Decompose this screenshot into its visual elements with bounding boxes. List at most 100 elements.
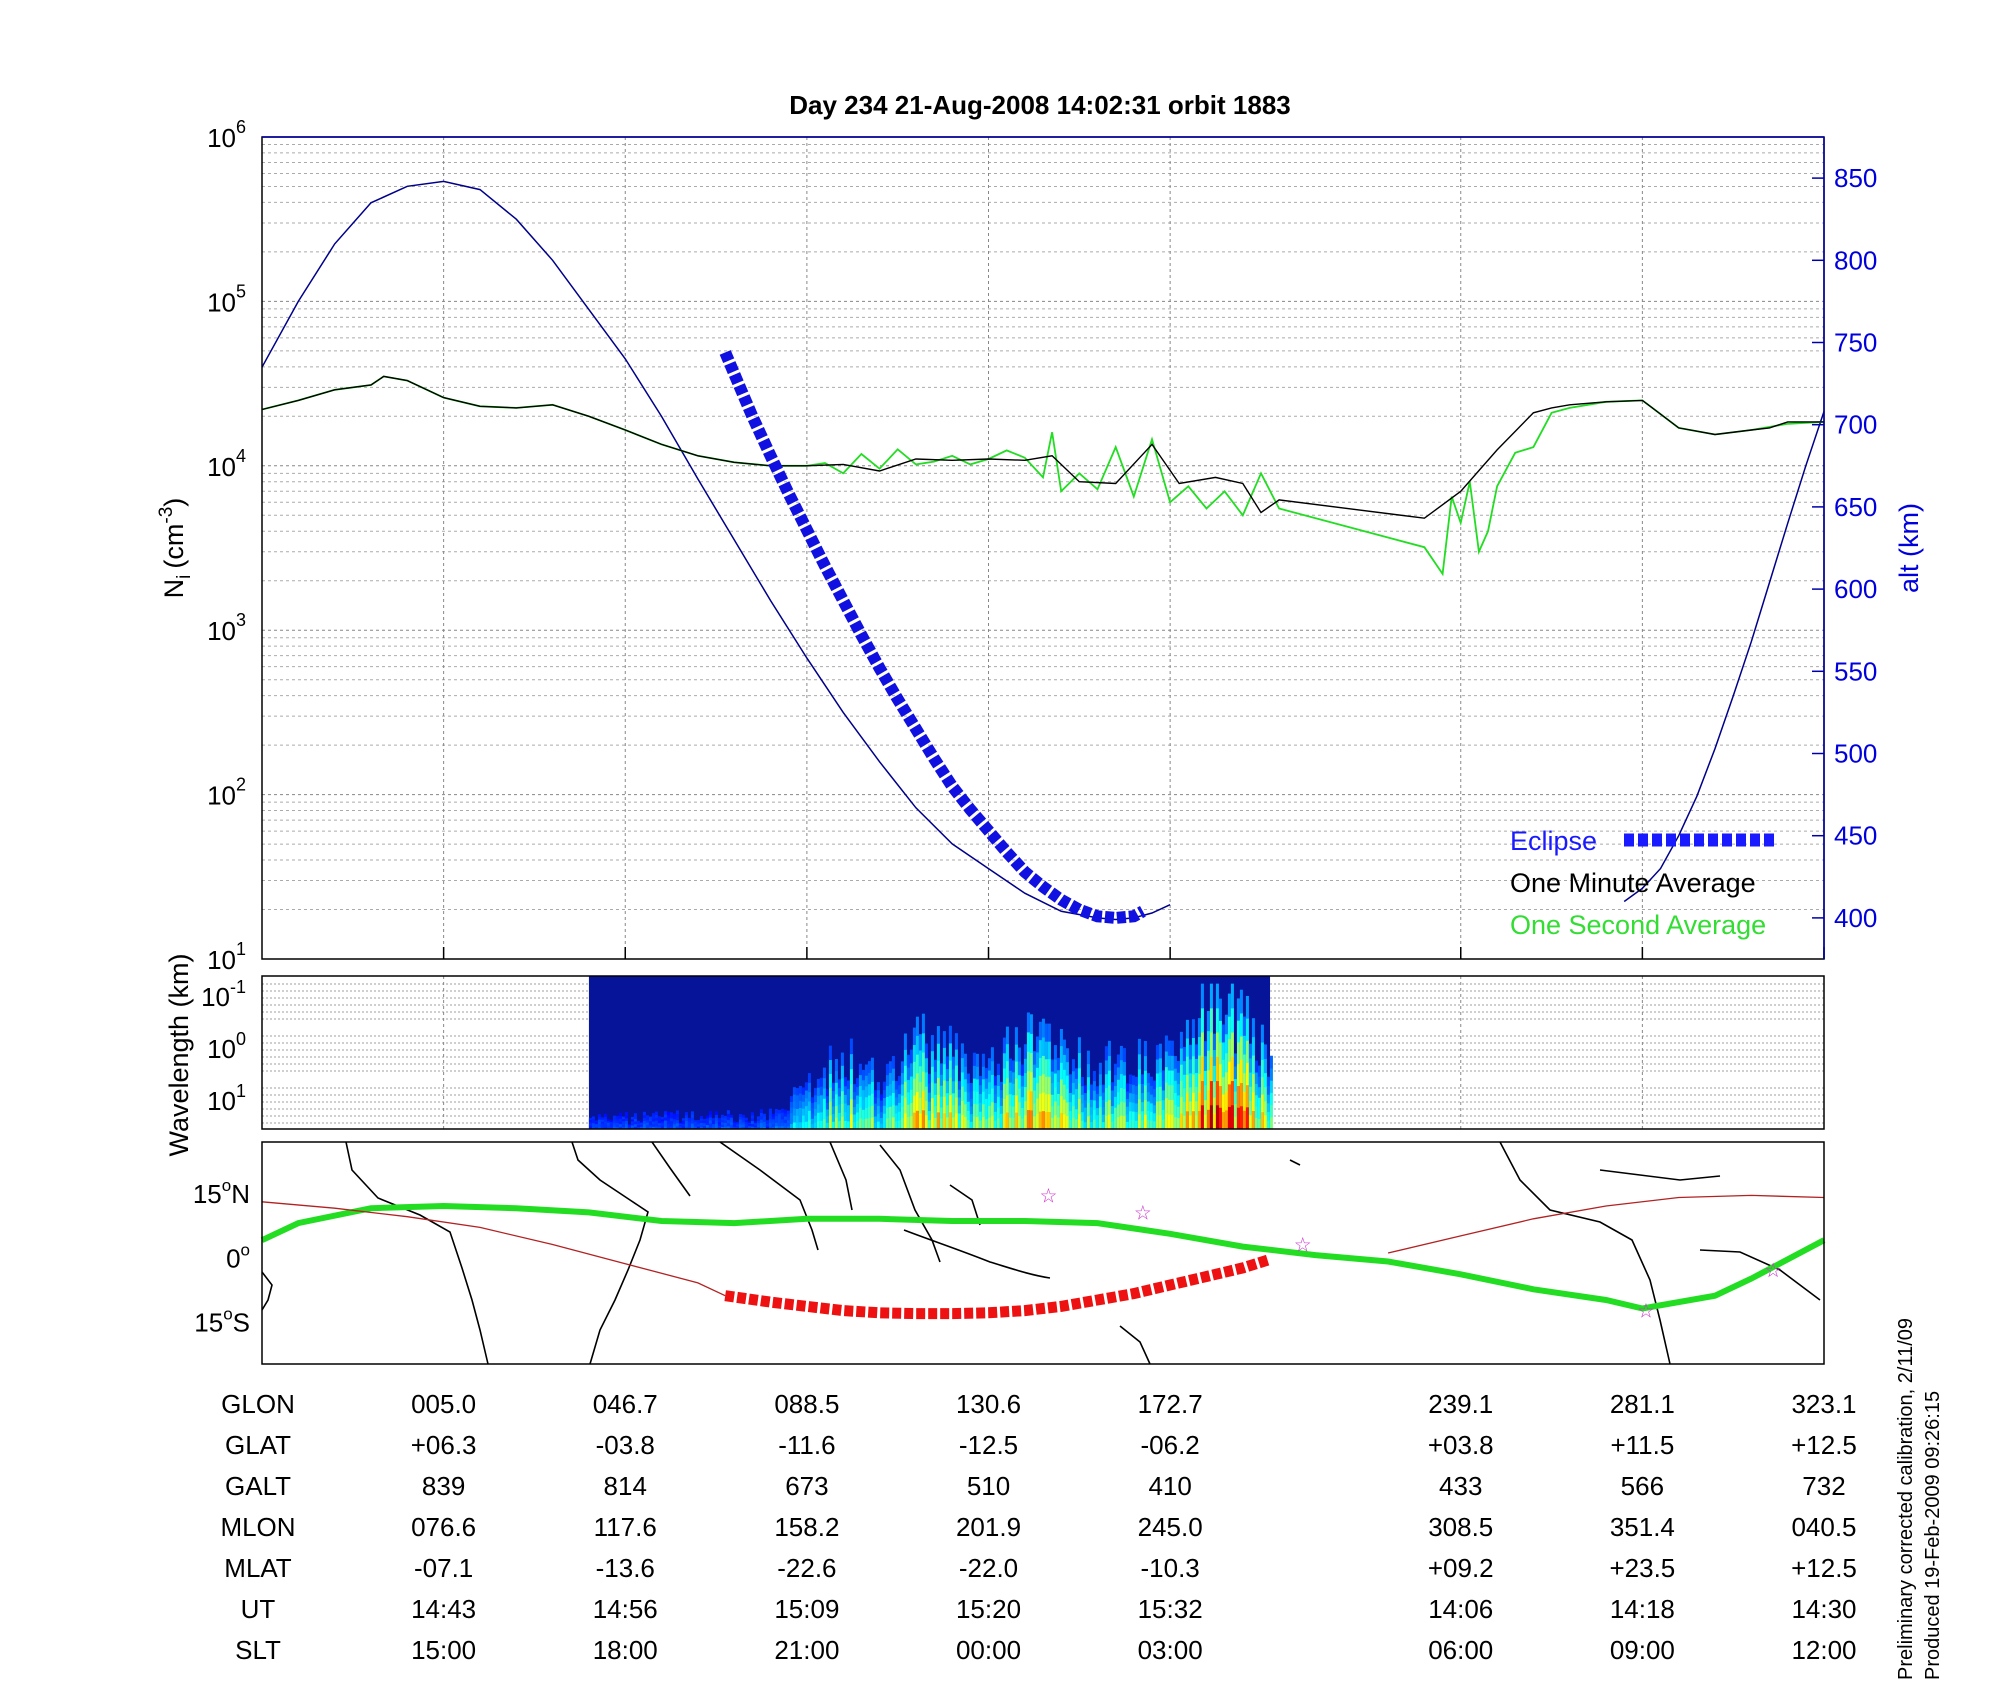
spectrogram-cell [984,1118,988,1130]
spectrogram-cell [1038,1093,1042,1112]
legend-second-label: One Second Average [1510,910,1766,940]
spectrogram-cell [1215,1032,1219,1057]
spectrogram-cell [837,1095,841,1105]
spectrogram-cell [1005,1077,1009,1096]
spectrogram-cell [888,1072,892,1085]
spectrogram-cell [633,1121,637,1125]
spectrogram-cell [1167,1040,1171,1056]
spectrogram-cell [801,1087,805,1095]
spectrogram-cell [642,1111,646,1116]
spectrogram-cell [825,1088,829,1097]
spectrogram-cell [1125,1083,1129,1092]
spectrogram-cell [696,1124,700,1127]
spectrogram-cell [1116,1054,1120,1068]
spectrogram-cell [930,1066,934,1083]
spectrogram-cell [1068,1083,1072,1094]
spectrogram-cell [924,1057,928,1073]
spectrogram-cell [684,1112,688,1116]
spectrogram-cell [603,1118,607,1122]
spectrogram-cell [657,1124,661,1128]
spectrogram-cell [768,1122,772,1127]
spectrogram-cell [1143,1055,1147,1071]
spectrogram-cell [876,1089,880,1099]
spectrogram-cell [957,1121,961,1130]
spectrogram-cell [1050,1117,1054,1130]
spectrogram-cell [1122,1088,1126,1103]
spectrogram-cell [849,1068,853,1085]
density-axis-label: Ni(cm-3) [156,498,195,599]
spectrogram-cell [747,1126,751,1129]
spectrogram-cell [711,1121,715,1125]
station-star-icon: ☆ [1039,1185,1057,1207]
spectrogram-cell [873,1103,877,1111]
spectrogram-cell [846,1112,850,1122]
spectrogram-cell [801,1115,805,1123]
spectrogram-cell [1014,1078,1018,1096]
spectrogram-cell [768,1108,772,1113]
spectrogram-cell [1230,1080,1234,1106]
spectrogram-cell [741,1121,745,1125]
spectrogram-cell [987,1093,991,1106]
spectrogram-cell [1209,1007,1213,1033]
spectrogram-cell [1170,1099,1174,1115]
spectrogram-cell [747,1121,751,1124]
spectrogram-cell [690,1120,694,1124]
spectrogram-cell [645,1117,649,1121]
spectrogram-cell [1056,1093,1060,1106]
spectrogram-cell [909,1089,913,1104]
spectrogram-cell [1047,1058,1051,1077]
spectrogram-cell [1101,1121,1105,1130]
table-cell: 005.0 [411,1389,476,1419]
spectrogram-cell [951,1056,955,1070]
spectrogram-cell [1125,1106,1129,1115]
spectrogram-cell [1236,1085,1240,1108]
altitude-ticks: 400 450 500 550 600 650 700 750 800 850 [1812,163,1877,933]
spectrogram-cell [945,1104,949,1118]
spectrogram-cell [642,1120,646,1124]
spectrogram-cell [1149,1120,1153,1130]
spectrogram-cell [1260,1024,1264,1043]
table-cell: -07.1 [414,1553,473,1583]
spectrogram-cell [936,1026,940,1044]
spectrogram-cell [957,1105,961,1114]
spectrogram-cell [1158,1100,1162,1116]
spectrogram-cell [1020,1118,1024,1130]
spectrogram-cell [633,1126,637,1130]
spectrogram-cell [648,1122,652,1126]
spectrogram-cell [735,1122,739,1124]
spectrogram-cell [720,1126,724,1130]
spectrogram-cell [1131,1075,1135,1085]
spectrogram-cell [606,1120,610,1123]
spectrogram-cell [1104,1046,1108,1061]
spectrogram-cell [1038,1057,1042,1076]
spectrogram-cell [786,1116,790,1121]
spectrogram-cell [1191,1037,1195,1057]
spectrogram-cell [1005,1111,1009,1130]
spectrogram-cell [660,1122,664,1126]
spectrogram-cell [843,1085,847,1095]
spectrogram-cell [807,1110,811,1121]
spectrogram-cell [624,1117,628,1122]
spectrogram-cell [1182,1101,1186,1116]
spectrogram-cell [1089,1114,1093,1123]
spectrogram-cell [1125,1121,1129,1130]
spectrogram-cell [1158,1072,1162,1087]
spectrogram-cell [861,1079,865,1091]
spectrogram-cell [948,1111,952,1130]
spectrogram-cell [810,1113,814,1119]
spectrogram-cell [618,1120,622,1125]
spectrogram-cell [675,1110,679,1115]
spectrogram-cell [735,1124,739,1127]
spectrogram-cell [1008,1117,1012,1130]
spectrogram-cell [723,1122,727,1126]
spectrogram-cell [1050,1059,1054,1072]
spectrogram-cell [915,1072,919,1093]
spectrogram-cell [936,1111,940,1130]
spectrogram-cell [615,1118,619,1121]
spectrogram-cell [855,1103,859,1113]
spectrogram-cell [621,1116,625,1120]
spectrogram-cell [702,1125,706,1128]
spectrogram-cell [750,1117,754,1122]
spectrogram-cell [903,1065,907,1082]
spectrogram-cell [1092,1109,1096,1120]
